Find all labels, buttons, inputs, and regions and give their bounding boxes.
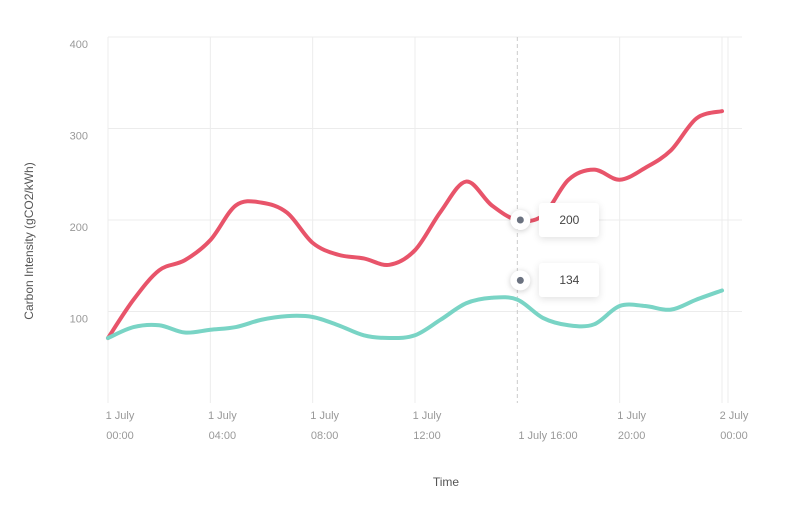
x-tick-label: 1 July 00:00 — [105, 410, 135, 442]
y-tick-label: 400 — [70, 39, 88, 51]
x-axis-label: Time — [433, 475, 460, 489]
tooltip: 134 — [539, 263, 600, 298]
x-tick-label: 1 July 12:00 — [412, 410, 442, 442]
hover-x-label: 1 July 16:00 — [518, 430, 578, 442]
tooltip: 200 — [539, 203, 600, 237]
x-tick-label: 1 July 04:00 — [207, 410, 237, 442]
x-tick-label: 1 July 08:00 — [310, 410, 340, 442]
y-tick-label: 200 — [70, 222, 88, 234]
hover-dot — [516, 216, 524, 224]
x-tick-label: 2 July 00:00 — [719, 410, 749, 442]
y-axis-label: Carbon Intensity (gCO2/kWh) — [22, 162, 36, 319]
y-tick-label: 100 — [70, 313, 88, 325]
hover-dot — [516, 276, 524, 284]
series-line — [106, 288, 724, 341]
series-line — [106, 109, 724, 341]
x-tick-label: 1 July 20:00 — [617, 410, 647, 442]
y-tick-label: 300 — [70, 130, 88, 142]
